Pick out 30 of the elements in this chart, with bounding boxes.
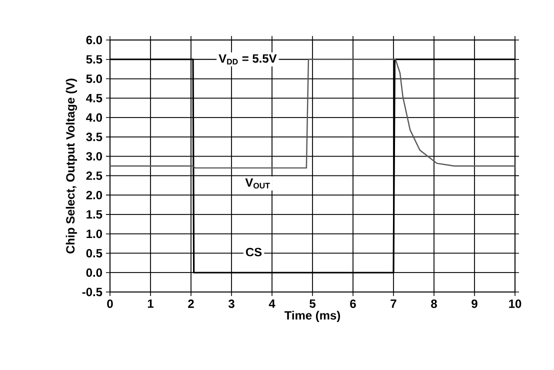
y-axis-title: Chip Select, Output Voltage (V) [66,78,78,254]
x-tick-label: 4 [268,300,276,308]
x-axis-title: Time (ms) [284,310,340,322]
y-tick-label: 1.5 [86,210,102,219]
y-tick-label: 0.0 [86,268,102,277]
x-tick-label: 7 [390,300,396,308]
x-tick-label: 5 [310,300,316,308]
x-tick-label: 1 [148,300,154,308]
y-tick-label: 5.0 [86,74,102,83]
y-tick-label: 6.0 [86,36,102,44]
y-tick-label: 4.0 [86,113,102,122]
y-tick-label: 2.0 [86,190,102,200]
x-tick-label: 3 [228,300,234,308]
y-tick-label: 4.5 [86,94,102,102]
y-tick-label: 3.5 [86,132,102,142]
y-tick-label: -0.5 [82,288,102,296]
y-tick-label: 0.5 [86,249,102,258]
y-tick-label: 5.5 [86,55,102,64]
annotation: V$_{DD}$ = 5.5V [218,54,277,64]
x-tick-label: 0 [107,300,113,308]
x-tick-label: 2 [188,300,194,308]
x-tick-label: 6 [350,300,356,308]
x-tick-label: 9 [472,300,478,308]
annotation: V$_{OUT}$ [245,178,270,188]
annotation: CS [246,248,262,256]
y-tick-label: 1.0 [86,230,102,238]
y-tick-label: 2.5 [86,171,102,180]
x-tick-label: 10 [509,300,522,308]
y-tick-label: 3.0 [86,152,102,161]
x-tick-label: 8 [431,300,437,308]
